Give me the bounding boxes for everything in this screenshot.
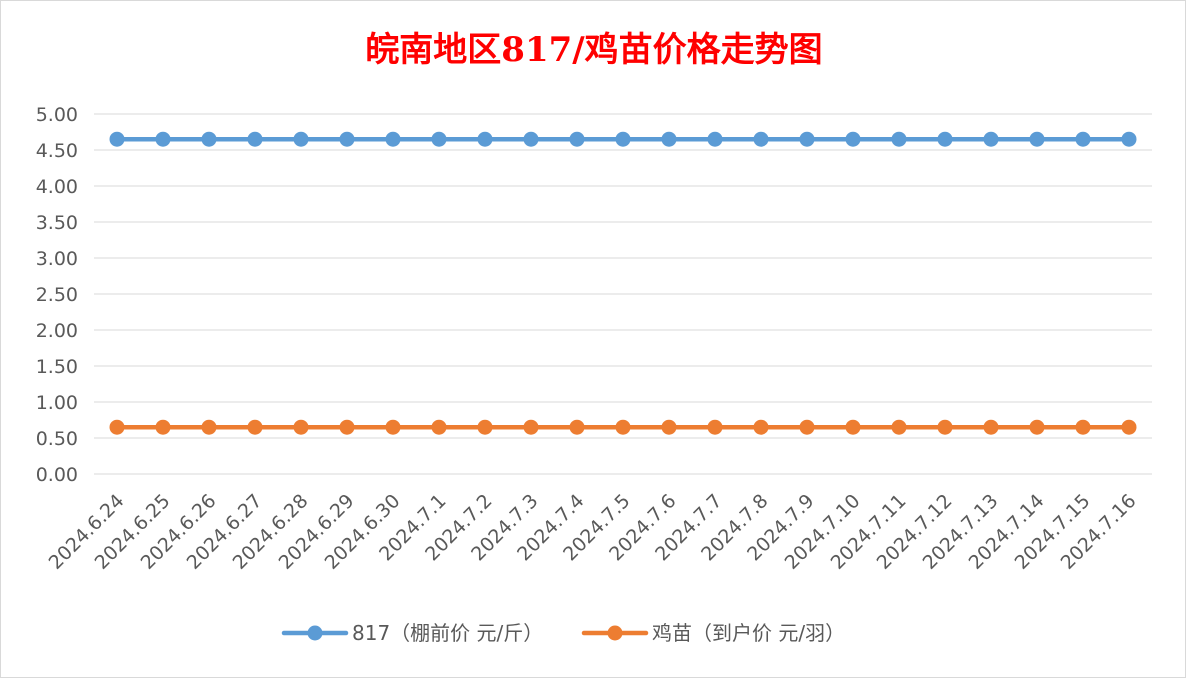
data-point <box>477 131 493 147</box>
data-point <box>1029 131 1045 147</box>
y-tick-label: 4.50 <box>36 140 78 162</box>
data-point <box>799 419 815 435</box>
y-tick-label: 0.50 <box>36 428 78 450</box>
data-point <box>385 131 401 147</box>
data-point <box>1075 131 1091 147</box>
data-point <box>615 131 631 147</box>
y-tick-label: 4.00 <box>36 176 78 198</box>
data-point <box>569 419 585 435</box>
y-tick-label: 0.00 <box>36 464 78 486</box>
data-point <box>385 419 401 435</box>
data-point <box>431 419 447 435</box>
data-point <box>339 131 355 147</box>
data-point <box>523 419 539 435</box>
data-point <box>523 131 539 147</box>
data-point <box>615 419 631 435</box>
data-point <box>799 131 815 147</box>
y-tick-label: 2.00 <box>36 320 78 342</box>
data-point <box>983 419 999 435</box>
data-point <box>247 419 263 435</box>
y-tick-label: 5.00 <box>36 104 78 126</box>
y-tick-label: 3.50 <box>36 212 78 234</box>
data-point <box>661 419 677 435</box>
legend-swatch-marker <box>607 625 623 641</box>
data-point <box>339 419 355 435</box>
data-point <box>753 419 769 435</box>
data-point <box>201 131 217 147</box>
data-point <box>431 131 447 147</box>
series-lines <box>109 131 1137 435</box>
data-point <box>1121 419 1137 435</box>
legend-item: 817（棚前价 元/斤） <box>281 621 543 645</box>
data-point <box>1075 419 1091 435</box>
data-point <box>891 419 907 435</box>
data-point <box>569 131 585 147</box>
data-point <box>1029 419 1045 435</box>
data-point <box>937 131 953 147</box>
data-point <box>477 419 493 435</box>
legend-item: 鸡苗（到户价 元/羽） <box>581 621 845 645</box>
data-point <box>661 131 677 147</box>
y-tick-label: 1.50 <box>36 356 78 378</box>
x-axis-ticks: 2024.6.242024.6.252024.6.262024.6.272024… <box>45 490 1141 574</box>
data-point <box>707 419 723 435</box>
y-tick-label: 3.00 <box>36 248 78 270</box>
data-point <box>155 131 171 147</box>
chart-title: 皖南地区817/鸡苗价格走势图 <box>365 30 822 70</box>
data-point <box>845 419 861 435</box>
data-point <box>293 419 309 435</box>
data-point <box>109 131 125 147</box>
y-tick-label: 2.50 <box>36 284 78 306</box>
legend-label: 817（棚前价 元/斤） <box>352 621 543 645</box>
series-1 <box>109 131 1137 147</box>
data-point <box>891 131 907 147</box>
data-point <box>983 131 999 147</box>
legend: 817（棚前价 元/斤） 鸡苗（到户价 元/羽） <box>281 621 845 645</box>
series-2 <box>109 419 1137 435</box>
data-point <box>293 131 309 147</box>
gridlines <box>94 113 1152 475</box>
y-tick-label: 1.00 <box>36 392 78 414</box>
data-point <box>1121 131 1137 147</box>
data-point <box>247 131 263 147</box>
data-point <box>109 419 125 435</box>
data-point <box>707 131 723 147</box>
legend-label: 鸡苗（到户价 元/羽） <box>652 621 845 645</box>
data-point <box>845 131 861 147</box>
data-point <box>201 419 217 435</box>
legend-swatch-marker <box>307 625 323 641</box>
data-point <box>937 419 953 435</box>
y-axis-ticks: 0.00 0.50 1.00 1.50 2.00 2.50 3.00 3.50 4.00 4.50… <box>36 104 78 486</box>
data-point <box>155 419 171 435</box>
data-point <box>753 131 769 147</box>
